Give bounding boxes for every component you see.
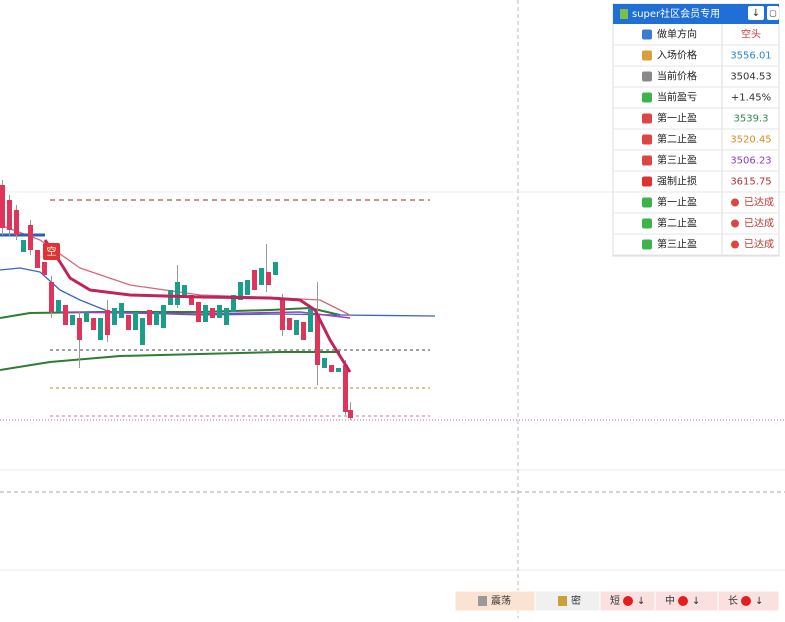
- row-icon: [642, 218, 652, 229]
- panel-title: super社区会员专用: [632, 7, 720, 20]
- fast-ma: [43, 239, 352, 373]
- header-button[interactable]: [767, 6, 779, 20]
- row-value: 已达成: [744, 197, 774, 209]
- toolbar-button[interactable]: [534, 590, 601, 612]
- button-label[interactable]: 长: [728, 595, 738, 607]
- button-arrow[interactable]: ↓: [755, 596, 763, 607]
- row-label: 入场价格: [657, 49, 697, 62]
- button-label[interactable]: 震荡: [491, 595, 511, 607]
- header-button[interactable]: [748, 6, 764, 20]
- toolbar: 震荡 密 短 ↓ 中 ↓ 长 ↓: [454, 590, 780, 612]
- signal-marker: [43, 243, 60, 260]
- button-label[interactable]: 短: [610, 594, 620, 607]
- row-value: 空头: [741, 28, 761, 41]
- row-icon: [642, 134, 652, 145]
- row-label: 当前价格: [657, 70, 697, 83]
- candles: [0, 180, 353, 420]
- row-value: 3539.3: [734, 114, 769, 125]
- row-value: 3520.45: [730, 135, 771, 146]
- row-label: 第二止盈: [657, 133, 697, 146]
- value-icon: [731, 198, 739, 207]
- row-label: 做单方向: [657, 28, 697, 41]
- row-icon: [642, 197, 652, 208]
- row-icon: [642, 176, 652, 187]
- value-icon: [731, 219, 739, 228]
- row-icon: [642, 239, 652, 250]
- row-label: 第三止盈: [657, 154, 697, 167]
- button-arrow[interactable]: ↓: [637, 596, 645, 607]
- button-dot: [678, 596, 688, 606]
- row-label: 第一止盈: [657, 196, 697, 209]
- row-icon: [642, 92, 652, 103]
- row-value: 3615.75: [730, 177, 771, 188]
- signal-label: 空: [47, 245, 57, 258]
- value-icon: [731, 240, 739, 249]
- row-label: 当前盈亏: [657, 91, 697, 104]
- row-label: 第一止盈: [657, 112, 697, 125]
- button-label[interactable]: 密: [571, 594, 581, 607]
- header-button-label[interactable]: ▢: [769, 9, 777, 18]
- row-value: 已达成: [744, 218, 774, 230]
- row-label: 强制止损: [657, 175, 697, 188]
- row-value: 3506.23: [730, 156, 771, 167]
- row-icon: [642, 113, 652, 124]
- row-icon: [642, 71, 652, 82]
- button-dot: [741, 596, 751, 606]
- row-value: 已达成: [744, 239, 774, 251]
- row-value: 3556.01: [730, 51, 771, 62]
- row-label: 第三止盈: [657, 238, 697, 251]
- row-icon: [642, 50, 652, 61]
- button-arrow[interactable]: ↓: [692, 596, 700, 607]
- row-label: 第二止盈: [657, 217, 697, 230]
- header-button-label[interactable]: ↓: [752, 8, 760, 19]
- row-icon: [642, 29, 652, 40]
- row-value: +1.45%: [731, 93, 771, 104]
- button-label[interactable]: 中: [665, 594, 675, 607]
- button-icon: [478, 596, 487, 606]
- row-value: 3504.53: [730, 72, 771, 83]
- button-icon: [558, 596, 567, 606]
- button-dot: [623, 596, 633, 606]
- row-icon: [642, 155, 652, 166]
